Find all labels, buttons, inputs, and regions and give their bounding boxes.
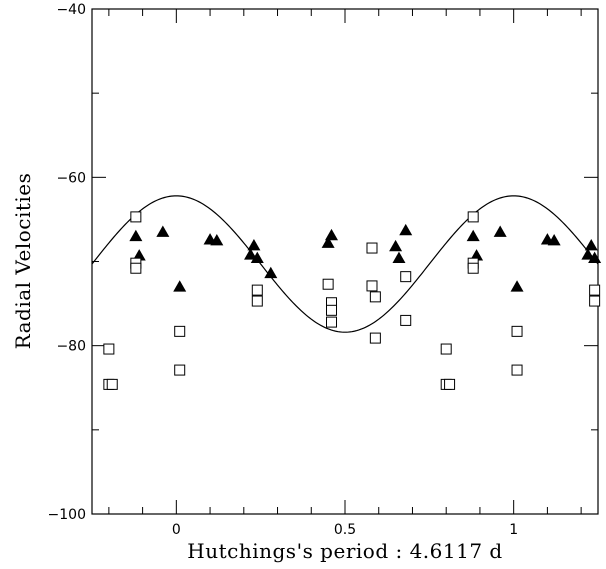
square-point: [103, 343, 115, 355]
plot-frame: [91, 8, 599, 515]
square-point: [444, 378, 456, 390]
triangle-point: [588, 251, 602, 264]
triangle-point: [510, 280, 524, 292]
triangle-point: [129, 229, 143, 242]
square-point: [174, 364, 186, 376]
square-point: [440, 343, 452, 355]
triangle-point: [264, 266, 278, 279]
square-point: [251, 284, 263, 296]
y-tick-label: −60: [56, 170, 86, 186]
x-axis-title: Hutchings's period : 4.6117 d: [187, 539, 502, 563]
triangle-point: [325, 228, 339, 241]
square-point: [589, 295, 601, 307]
axis-tick-labels: 0 0.5 1 −100 −80 −60 −40: [48, 2, 519, 538]
triangle-point: [493, 225, 507, 237]
square-point: [326, 304, 338, 316]
square-point: [511, 325, 523, 337]
square-point: [106, 378, 118, 390]
square-point: [130, 211, 142, 223]
triangle-point: [584, 239, 598, 251]
y-axis-title: Radial Velocities: [11, 173, 35, 350]
triangle-point: [389, 239, 403, 252]
square-point: [366, 280, 378, 292]
y-tick-label: −80: [56, 339, 86, 355]
triangle-point: [470, 249, 484, 261]
triangle-point: [466, 229, 480, 242]
triangle-point: [132, 249, 146, 261]
triangle-point: [244, 248, 258, 260]
square-point: [400, 271, 412, 283]
y-tick-label: −100: [48, 507, 86, 523]
data-markers: [103, 211, 602, 390]
square-point: [369, 291, 381, 303]
triangle-point: [210, 233, 224, 246]
square-point: [322, 278, 334, 290]
square-point: [326, 316, 338, 328]
square-point: [467, 211, 479, 223]
square-point: [130, 262, 142, 274]
square-point: [589, 284, 601, 296]
square-point: [467, 262, 479, 274]
fit-curve: [91, 195, 599, 333]
x-tick-label: 0.5: [334, 522, 356, 538]
triangle-point: [547, 233, 561, 246]
triangle-point: [581, 248, 595, 260]
triangle-point: [247, 239, 261, 251]
y-tick-label: −40: [56, 2, 86, 18]
square-point: [511, 364, 523, 376]
square-point: [366, 242, 378, 254]
triangle-point: [173, 280, 187, 292]
triangle-point: [321, 236, 335, 248]
triangle-point: [399, 223, 413, 236]
x-tick-label: 1: [509, 522, 518, 538]
axis-ticks: [92, 8, 598, 515]
square-point: [369, 332, 381, 344]
triangle-point: [156, 225, 170, 237]
square-point: [251, 295, 263, 307]
square-point: [174, 325, 186, 337]
x-tick-label: 0: [172, 522, 181, 538]
square-point: [400, 314, 412, 326]
triangle-point: [250, 251, 264, 264]
triangle-point: [392, 251, 406, 264]
